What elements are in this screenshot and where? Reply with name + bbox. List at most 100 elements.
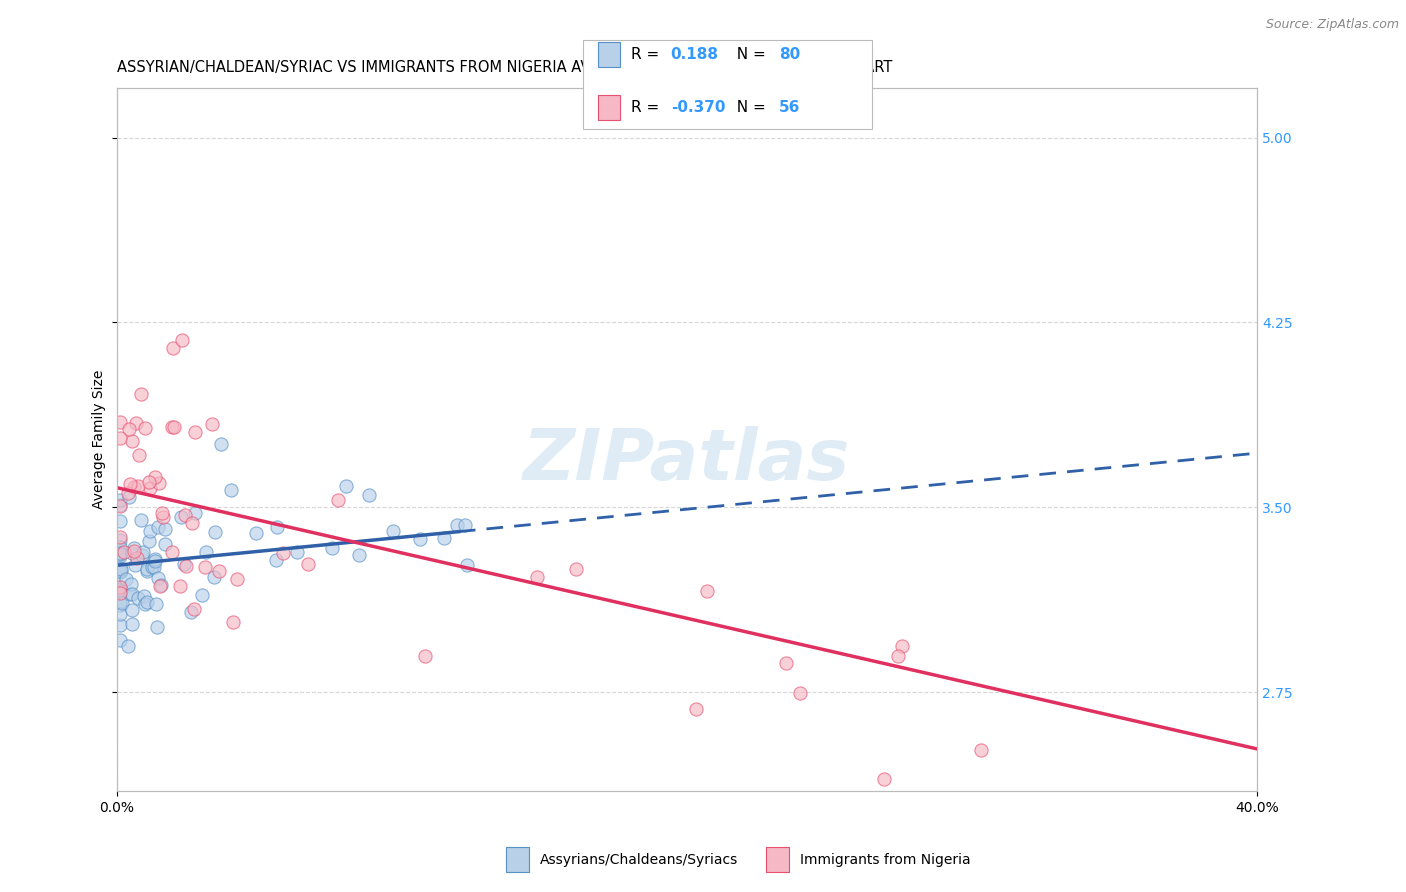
Point: [446, 517, 468, 532]
Point: [112, 544, 135, 558]
Point: [526, 570, 548, 584]
Point: [110, 564, 132, 578]
Point: [108, 548, 131, 562]
Point: [128, 448, 150, 462]
Point: [118, 476, 141, 491]
Point: [208, 564, 231, 578]
Point: [108, 498, 131, 512]
Point: [153, 537, 176, 551]
Text: N =: N =: [727, 47, 770, 62]
Point: [138, 533, 160, 548]
Point: [108, 585, 131, 599]
Text: -0.370: -0.370: [671, 101, 725, 115]
Text: Source: ZipAtlas.com: Source: ZipAtlas.com: [1265, 18, 1399, 31]
Y-axis label: Average Family Size: Average Family Size: [93, 370, 107, 509]
Point: [146, 520, 169, 534]
Point: [134, 589, 156, 603]
Point: [169, 579, 191, 593]
Point: [775, 656, 797, 670]
Point: [190, 588, 212, 602]
Point: [108, 618, 131, 632]
Point: [108, 499, 131, 513]
Point: [127, 479, 149, 493]
Point: [108, 514, 131, 528]
Point: [146, 620, 169, 634]
Point: [108, 595, 131, 609]
Point: [122, 541, 145, 556]
Point: [456, 558, 478, 573]
Point: [335, 479, 357, 493]
Point: [180, 605, 202, 619]
Point: [202, 569, 225, 583]
Point: [108, 582, 131, 597]
Point: [150, 578, 173, 592]
Point: [266, 519, 288, 533]
Point: [183, 602, 205, 616]
Point: [890, 639, 912, 653]
Point: [454, 517, 477, 532]
Point: [114, 573, 136, 587]
Point: [121, 587, 143, 601]
Point: [127, 551, 149, 566]
Point: [222, 615, 245, 629]
Point: [118, 422, 141, 436]
Point: [138, 481, 160, 495]
Point: [225, 573, 247, 587]
Point: [347, 548, 370, 562]
Point: [321, 541, 343, 555]
Point: [121, 434, 143, 448]
Point: [264, 553, 287, 567]
Point: [110, 562, 132, 576]
Point: [118, 490, 141, 504]
Point: [565, 562, 588, 576]
Point: [117, 639, 139, 653]
Point: [142, 560, 165, 574]
Point: [136, 595, 159, 609]
Point: [131, 513, 153, 527]
Point: [149, 579, 172, 593]
Point: [201, 417, 224, 431]
Point: [184, 425, 207, 439]
Point: [685, 702, 707, 716]
Point: [143, 554, 166, 568]
Point: [108, 580, 131, 594]
Point: [132, 545, 155, 559]
Point: [433, 532, 456, 546]
Point: [120, 586, 142, 600]
Text: 80: 80: [779, 47, 800, 62]
Text: ZIPatlas: ZIPatlas: [523, 426, 851, 495]
Point: [141, 559, 163, 574]
Point: [108, 580, 131, 594]
Point: [174, 508, 197, 522]
Point: [108, 540, 131, 554]
Point: [110, 584, 132, 599]
Point: [124, 558, 146, 573]
Point: [172, 333, 194, 347]
Point: [134, 598, 156, 612]
Point: [148, 571, 170, 585]
Point: [111, 596, 134, 610]
Point: [163, 420, 186, 434]
Point: [108, 565, 131, 579]
Point: [108, 549, 131, 564]
Point: [174, 558, 197, 573]
Point: [359, 488, 381, 502]
Point: [143, 551, 166, 566]
Point: [969, 743, 991, 757]
Text: R =: R =: [631, 101, 665, 115]
Point: [180, 516, 202, 530]
Point: [696, 584, 718, 599]
Point: [108, 432, 131, 446]
Point: [887, 648, 910, 663]
Point: [789, 686, 811, 700]
Point: [209, 437, 232, 451]
Point: [122, 543, 145, 558]
Text: Assyrians/Chaldeans/Syriacs: Assyrians/Chaldeans/Syriacs: [540, 853, 738, 867]
Point: [131, 387, 153, 401]
Point: [873, 772, 896, 786]
Point: [194, 560, 217, 574]
Point: [219, 483, 242, 498]
Point: [120, 577, 142, 591]
Point: [110, 560, 132, 574]
Point: [145, 597, 167, 611]
